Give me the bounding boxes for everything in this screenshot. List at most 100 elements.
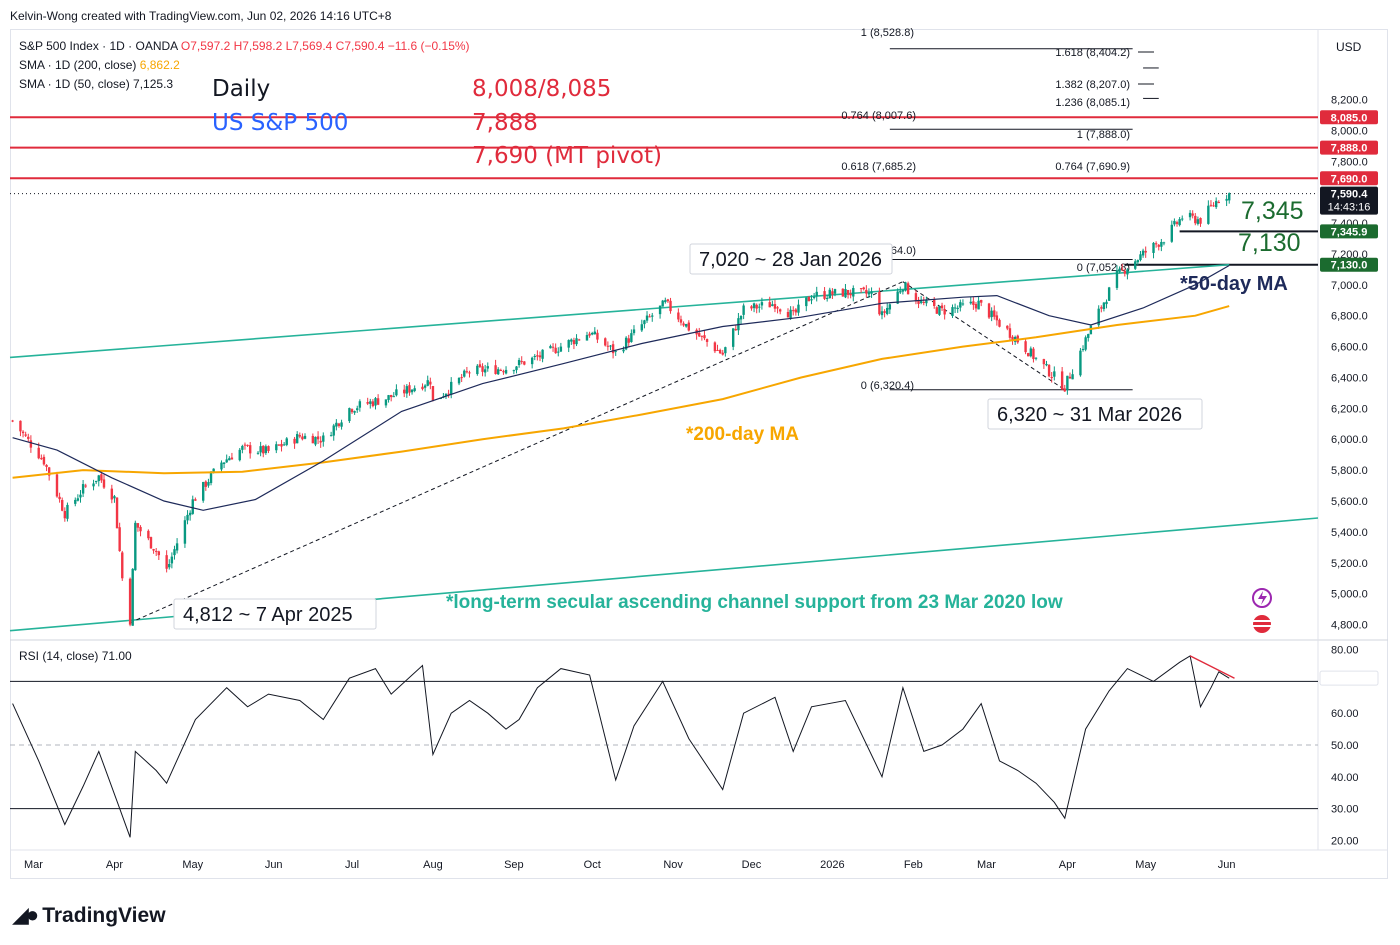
time-tick-label: Jun	[1218, 859, 1236, 871]
candle-body	[366, 402, 369, 404]
candle-body	[1212, 205, 1215, 207]
candle-body	[118, 527, 121, 552]
price-tick-label: 7,800.0	[1331, 156, 1368, 168]
candle-body	[212, 468, 215, 473]
candle-body	[353, 411, 356, 413]
candle-body	[901, 290, 905, 292]
badge-resistance-1-bg	[1320, 110, 1378, 125]
candle-body	[648, 316, 651, 318]
candle-body	[1162, 242, 1166, 244]
time-tick-label: Sep	[504, 859, 524, 871]
legend-symbol: S&P 500 Index · 1D · OANDA O7,597.2 H7,5…	[19, 39, 470, 53]
candle-body	[444, 393, 448, 397]
candle-body	[825, 298, 829, 300]
candle-body	[969, 301, 972, 304]
candle-body	[977, 300, 980, 310]
headline-level-1: 8,008/8,085	[472, 76, 612, 102]
candle-body	[925, 300, 928, 304]
candle-body	[264, 446, 268, 454]
badge-support-1-bg	[1320, 224, 1378, 239]
moving-averages	[12, 264, 1230, 511]
headline-daily: Daily	[212, 76, 271, 102]
candle-body	[225, 459, 228, 463]
candle-body	[739, 315, 743, 320]
candle-body	[742, 305, 745, 315]
candle-body	[828, 289, 831, 299]
candle-body	[1152, 242, 1155, 253]
annotation-apr-low: 4,812 ~ 7 Apr 2025	[183, 604, 353, 626]
candle-body	[319, 440, 322, 443]
badge-last-bg	[1320, 186, 1378, 215]
legend-sma50: SMA · 1D (50, close) 7,125.3	[19, 77, 173, 91]
candle-body	[314, 436, 317, 445]
candle-body	[483, 369, 487, 373]
annotation-ma50: *50-day MA	[1180, 273, 1288, 295]
candle-body	[541, 349, 544, 359]
candle-body	[1087, 334, 1090, 338]
candle-body	[262, 445, 265, 454]
price-tick-label: 4,800.0	[1331, 620, 1368, 632]
fib-label: 1 (7,888.0)	[1077, 129, 1130, 141]
candle-body	[128, 578, 132, 625]
candle-body	[849, 293, 852, 296]
candle-body	[1034, 357, 1038, 359]
fib-label: 0 (6,320.4)	[861, 380, 914, 392]
rsi-tick-label: 40.00	[1331, 772, 1359, 784]
candle-body	[724, 347, 727, 354]
candle-body	[734, 329, 737, 331]
badge-last-price: 7,590.4	[1331, 189, 1369, 201]
candle-body	[298, 435, 301, 437]
candle-body	[322, 435, 325, 442]
badge-resistance-2-bg	[1320, 140, 1378, 155]
candle-body	[259, 446, 262, 453]
candle-body	[844, 289, 847, 298]
candle-body	[228, 458, 231, 461]
candle-body	[27, 436, 30, 439]
candle-body	[778, 309, 782, 312]
candle-body	[1102, 302, 1106, 310]
candle-body	[731, 328, 735, 347]
candle-body	[1120, 268, 1124, 270]
us-flag-icon	[1253, 615, 1271, 633]
candle-body	[201, 482, 205, 501]
lightning-bolt-icon	[1258, 591, 1267, 605]
price-tick-label: 8,200.0	[1331, 94, 1368, 106]
candle-body	[959, 302, 962, 308]
time-tick-label: May	[1135, 859, 1156, 871]
price-tick-label: 6,600.0	[1331, 342, 1368, 354]
candle-body	[303, 435, 307, 439]
candle-body	[585, 335, 589, 341]
candle-body	[570, 339, 573, 342]
candle-body	[465, 371, 469, 373]
candles	[11, 192, 1231, 627]
tradingview-logo[interactable]: ◢● TradingView	[12, 902, 166, 928]
candle-body	[1181, 218, 1184, 220]
candle-body	[348, 408, 351, 422]
candle-body	[577, 339, 581, 341]
candle-body	[1154, 243, 1158, 245]
candle-body	[575, 338, 578, 345]
candle-body	[677, 312, 680, 320]
candle-body	[596, 332, 599, 340]
candle-body	[384, 399, 388, 406]
candle-body	[661, 300, 664, 307]
candle-body	[1134, 261, 1137, 269]
candle-body	[431, 386, 435, 401]
chart-frame[interactable]	[10, 29, 1388, 879]
currency-label[interactable]: USD	[1336, 40, 1362, 54]
candle-body	[241, 445, 244, 450]
candle-body	[376, 398, 380, 405]
candle-body	[664, 300, 667, 303]
candle-body	[951, 307, 954, 317]
annotation-jan-high-box	[689, 243, 893, 275]
candle-body	[886, 307, 889, 315]
candle-body	[350, 409, 354, 413]
tradingview-brand: TradingView	[42, 904, 166, 927]
trendline-dashed	[129, 281, 904, 624]
candle-body	[606, 345, 610, 347]
price-tick-label: 5,600.0	[1331, 496, 1368, 508]
candle-body	[371, 401, 375, 407]
candle-body	[933, 299, 936, 307]
candle-body	[55, 474, 59, 497]
